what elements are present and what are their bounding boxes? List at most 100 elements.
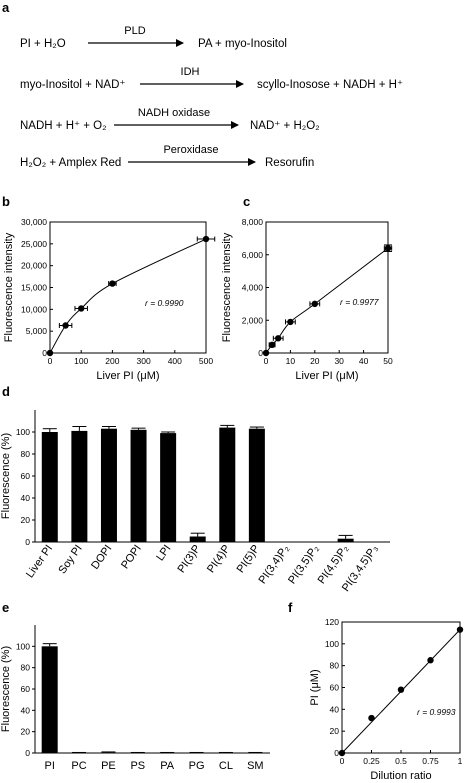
y-tick-label: 0 [25, 537, 30, 547]
reaction-3: NADH + H⁺ + O₂ NADH oxidase NAD⁺ + H₂O₂ [20, 107, 320, 132]
y-tick-label: 100 [16, 641, 30, 651]
y-tick-label: 6,000 [242, 250, 264, 260]
reaction-3-left: NADH + H⁺ + O₂ [20, 120, 107, 132]
reaction-1-right: PA + myo-Inositol [198, 38, 287, 50]
x-category-label: POPI [119, 543, 144, 571]
x-tick-label: 10 [286, 356, 296, 366]
y-tick-label: 0 [25, 748, 30, 758]
x-category-label: Liver PI [24, 543, 55, 580]
data-point [427, 657, 434, 664]
y-tick-label: 100 [325, 639, 339, 649]
x-category-label: PC [71, 760, 86, 772]
x-axis-label: Dilution ratio [370, 770, 431, 782]
y-tick-label: 20 [21, 727, 31, 737]
y-tick-label: 20 [21, 515, 31, 525]
chart-e: 0 20 40 60 80 100 Fluorescence (%) PI PC PE PS PA PG… [0, 625, 270, 772]
reaction-4-left: H₂O₂ + Amplex Red [20, 157, 121, 169]
bar [100, 752, 117, 753]
reaction-2-enzyme: IDH [181, 66, 200, 78]
data-point [62, 322, 69, 329]
y-axis-label: Fluorescence (%) [0, 433, 12, 519]
y-axis-label: Fluorescence intensity [3, 232, 15, 342]
x-category-label: PS [130, 760, 145, 772]
panel-label-c: c [243, 194, 250, 209]
data-point [311, 300, 318, 308]
y-tick-label: 80 [21, 449, 31, 459]
reaction-1-left: PI + H₂O [20, 38, 66, 50]
bar [248, 428, 265, 542]
x-tick-label: 100 [74, 356, 88, 366]
x-tick-label: 300 [137, 356, 151, 366]
data-point [368, 714, 375, 722]
x-category-label: PI(5)P [235, 543, 263, 575]
data-point [397, 686, 405, 693]
x-category-label: PI(4)P [205, 543, 233, 575]
y-tick-label: 40 [21, 493, 31, 503]
x-tick-label: 30 [334, 356, 344, 366]
panel-label-a: a [2, 0, 10, 15]
bar [337, 538, 354, 542]
y-tick-label: 60 [21, 684, 31, 694]
plot-frame [49, 221, 207, 354]
reaction-1-enzyme: PLD [124, 25, 145, 37]
data-point [268, 341, 276, 349]
reaction-4-right: Resorufin [265, 157, 314, 169]
data-point [78, 305, 85, 312]
y-axis-label: Fluorescence intensity [221, 232, 233, 342]
r-value-annotation: r = 0.9990 [145, 298, 184, 308]
bar [100, 428, 117, 542]
y-axis-label: Fluorescence (%) [0, 646, 12, 732]
bar [130, 429, 147, 542]
y-tick-label: 25,000 [21, 239, 47, 249]
fit-line [49, 238, 207, 354]
data-point [46, 349, 54, 357]
reaction-2-left: myo-Inositol + NAD⁺ [20, 79, 125, 91]
x-tick-label: 0 [264, 356, 269, 366]
y-tick-label: 40 [21, 705, 31, 715]
x-tick-label: 1 [458, 756, 463, 766]
y-tick-label: 20 [330, 726, 340, 736]
bar [160, 433, 177, 542]
panel-label-b: b [2, 194, 10, 209]
y-tick-label: 5,000 [26, 326, 48, 336]
chart-b: 0 100 200 300 400 500 0 5,000 10,000 15,000 20,000… [3, 217, 216, 382]
y-tick-label: 20,000 [21, 261, 47, 271]
y-tick-label: 30,000 [21, 217, 47, 227]
data-point [338, 749, 346, 757]
data-point [109, 280, 116, 287]
y-tick-label: 80 [330, 661, 340, 671]
bar [41, 432, 58, 542]
y-tick-label: 80 [21, 663, 31, 673]
panel-a: a PI + H₂O PLD PA + myo-Inositol myo-Ino… [2, 0, 403, 169]
x-category-label: PI [44, 760, 54, 772]
data-point [384, 245, 392, 252]
y-tick-label: 100 [16, 427, 30, 437]
x-category-label: CL [219, 760, 233, 772]
x-tick-label: 0 [340, 756, 345, 766]
y-tick-label: 15,000 [21, 283, 47, 293]
x-category-label: LPI [154, 543, 173, 563]
x-axis-label: Liver PI (μM) [295, 370, 358, 382]
bar [189, 536, 206, 542]
r-value-annotation: r = 0.9977 [340, 297, 379, 307]
x-tick-label: 0.25 [363, 756, 380, 766]
x-category-label: PG [189, 760, 205, 772]
bar [71, 430, 88, 542]
x-tick-label: 0.75 [422, 756, 439, 766]
y-tick-label: 60 [21, 471, 31, 481]
x-tick-label: 50 [383, 356, 393, 366]
x-tick-label: 500 [199, 356, 213, 366]
x-category-label: PE [101, 760, 116, 772]
x-category-label: SM [247, 760, 264, 772]
chart-c: 0 10 20 30 40 50 0 2,000 4,000 6,000 8,000 Liver PI… [221, 217, 393, 382]
y-tick-label: 0 [258, 348, 263, 358]
y-tick-label: 0 [42, 348, 47, 358]
x-category-label: PI(3)P [175, 543, 203, 575]
plot-frame [265, 221, 389, 354]
x-tick-label: 0.5 [395, 756, 407, 766]
x-tick-label: 400 [168, 356, 182, 366]
y-tick-label: 10,000 [21, 304, 47, 314]
x-category-label: Soy PI [56, 543, 84, 576]
chart-d: 0 20 40 60 80 100 Fluorescence (%) Liver PI Soy … [0, 410, 390, 594]
